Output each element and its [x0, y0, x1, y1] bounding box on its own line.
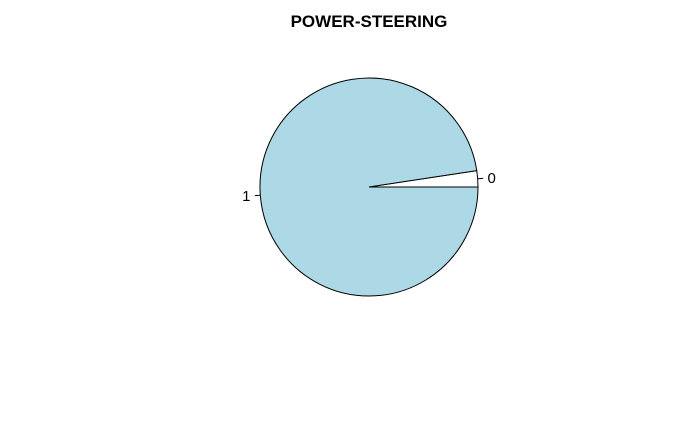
pie-slice-1 [259, 77, 479, 297]
chart-title: POWER-STEERING [291, 12, 448, 31]
pie-label-0: 0 [487, 170, 495, 187]
pie-labels: 01 [242, 170, 496, 205]
pie-label-1: 1 [242, 188, 250, 205]
pie-slices [259, 77, 479, 297]
